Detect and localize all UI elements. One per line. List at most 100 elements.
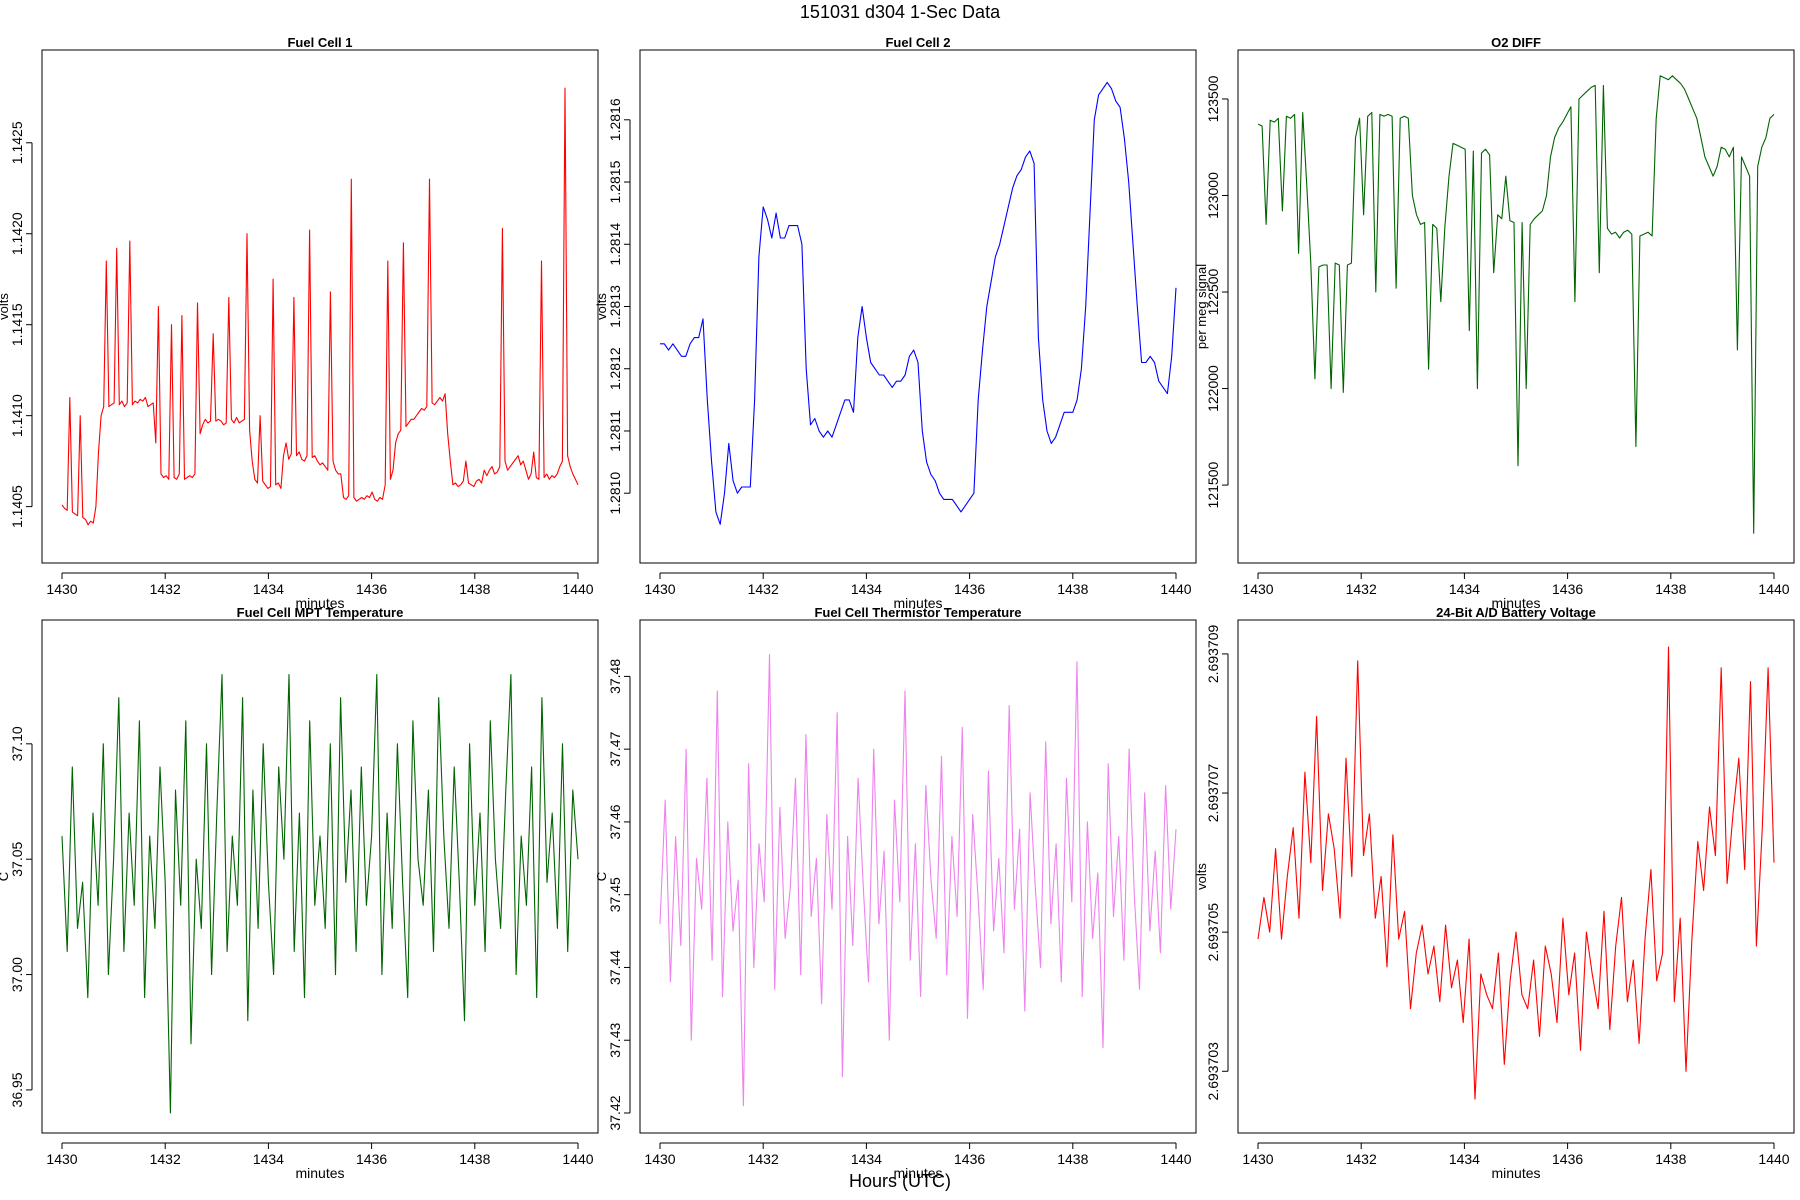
y-tick-label: 2.693705 [1205,903,1221,962]
figure-title: 151031 d304 1-Sec Data [799,2,1001,22]
x-tick-label: 1440 [562,1151,593,1167]
x-tick-label: 1438 [1655,581,1686,597]
x-tick-label: 1434 [851,581,882,597]
x-tick-label: 1438 [1057,1151,1088,1167]
x-tick-label: 1432 [1346,1151,1377,1167]
y-axis-label: C [0,872,11,881]
series-line [1257,75,1775,534]
x-tick-label: 1434 [253,581,284,597]
chart-panel: Fuel Cell Thermistor Temperature 1430 1432… [594,605,1197,1181]
x-tick-label: 1438 [459,581,490,597]
y-tick-label: 2.693709 [1205,625,1221,684]
x-tick-label: 1440 [562,581,593,597]
x-tick-label: 1436 [954,581,985,597]
x-tick-label: 1432 [748,1151,779,1167]
chart-title: Fuel Cell 1 [287,35,352,50]
plot-frame [1237,619,1795,1134]
x-tick-label: 1440 [1758,581,1789,597]
chart-panel: Fuel Cell 1 1430 1432 1434 1436 1438 1440 minut… [0,35,599,611]
y-tick-label: 37.44 [607,950,623,985]
chart-title: Fuel Cell MPT Temperature [237,605,404,620]
x-tick-label: 1434 [851,1151,882,1167]
y-tick-label: 1.2812 [607,347,623,390]
x-tick-label: 1436 [356,581,387,597]
plot-frame [639,49,1197,564]
y-tick-label: 2.693703 [1205,1042,1221,1101]
x-tick-label: 1430 [1242,581,1273,597]
y-tick-label: 1.2816 [607,98,623,141]
chart-panel: Fuel Cell 2 1430 1432 1434 1436 1438 1440 minut… [594,35,1197,611]
y-tick-label: 122500 [1205,268,1221,315]
figure-xlabel: Hours (UTC) [849,1171,951,1191]
y-tick-label: 1.2813 [607,285,623,328]
x-tick-label: 1430 [46,1151,77,1167]
chart-title: 24-Bit A/D Battery Voltage [1436,605,1596,620]
x-tick-label: 1432 [150,581,181,597]
y-axis-label: volts [1194,863,1209,890]
chart-title: Fuel Cell Thermistor Temperature [814,605,1021,620]
x-tick-label: 1432 [748,581,779,597]
x-tick-label: 1434 [253,1151,284,1167]
y-tick-label: 123000 [1205,172,1221,219]
x-tick-label: 1438 [1655,1151,1686,1167]
y-tick-label: 1.1415 [9,303,25,346]
y-tick-label: 37.00 [9,957,25,992]
y-tick-label: 37.10 [9,726,25,761]
chart-panel: O2 DIFF 1430 1432 1434 1436 1438 1440 minutes 12… [1194,35,1795,611]
series-line [659,654,1177,1107]
x-axis-label: minutes [1491,595,1540,611]
y-tick-label: 1.1420 [9,212,25,255]
y-tick-label: 37.48 [607,659,623,694]
y-tick-label: 1.2815 [607,160,623,203]
chart-title: O2 DIFF [1491,35,1541,50]
y-axis-label: C [594,872,609,881]
x-tick-label: 1434 [1449,581,1480,597]
y-axis-label: volts [594,293,609,320]
y-tick-label: 1.1425 [9,121,25,164]
plot-frame [41,619,599,1134]
plot-frame [639,619,1197,1134]
chart-title: Fuel Cell 2 [885,35,950,50]
y-tick-label: 37.46 [607,804,623,839]
x-tick-label: 1436 [1552,1151,1583,1167]
y-tick-label: 1.2811 [607,410,623,452]
x-tick-label: 1430 [46,581,77,597]
y-tick-label: 37.05 [9,841,25,876]
y-tick-label: 1.2810 [607,472,623,515]
x-tick-label: 1432 [150,1151,181,1167]
x-tick-label: 1430 [644,1151,675,1167]
y-tick-label: 1.1410 [9,394,25,437]
x-tick-label: 1432 [1346,581,1377,597]
x-axis-label: minutes [893,1165,942,1181]
series-line [61,87,579,526]
x-tick-label: 1434 [1449,1151,1480,1167]
y-tick-label: 37.47 [607,731,623,766]
y-tick-label: 2.693707 [1205,764,1221,823]
x-tick-label: 1436 [1552,581,1583,597]
x-tick-label: 1430 [1242,1151,1273,1167]
x-tick-label: 1440 [1160,1151,1191,1167]
x-tick-label: 1436 [954,1151,985,1167]
y-tick-label: 36.95 [9,1072,25,1107]
x-tick-label: 1440 [1160,581,1191,597]
plot-frame [41,49,599,564]
y-tick-label: 37.42 [607,1095,623,1130]
x-tick-label: 1438 [1057,581,1088,597]
plot-frame [1237,49,1795,564]
x-tick-label: 1440 [1758,1151,1789,1167]
y-axis-label: volts [0,293,11,320]
x-tick-label: 1430 [644,581,675,597]
y-tick-label: 122000 [1205,365,1221,412]
series-line [1257,646,1775,1100]
x-axis-label: minutes [295,1165,344,1181]
y-tick-label: 1.2814 [607,223,623,266]
chart-panel: Fuel Cell MPT Temperature 1430 1432 1434 143… [0,605,599,1181]
y-tick-label: 1.1405 [9,485,25,528]
y-axis-label: per meg signal [1194,264,1209,349]
x-axis-label: minutes [1491,1165,1540,1181]
y-tick-label: 123500 [1205,75,1221,122]
x-tick-label: 1436 [356,1151,387,1167]
chart-panel: 24-Bit A/D Battery Voltage 1430 1432 1434 14… [1194,605,1795,1181]
x-tick-label: 1438 [459,1151,490,1167]
y-tick-label: 121500 [1205,462,1221,509]
